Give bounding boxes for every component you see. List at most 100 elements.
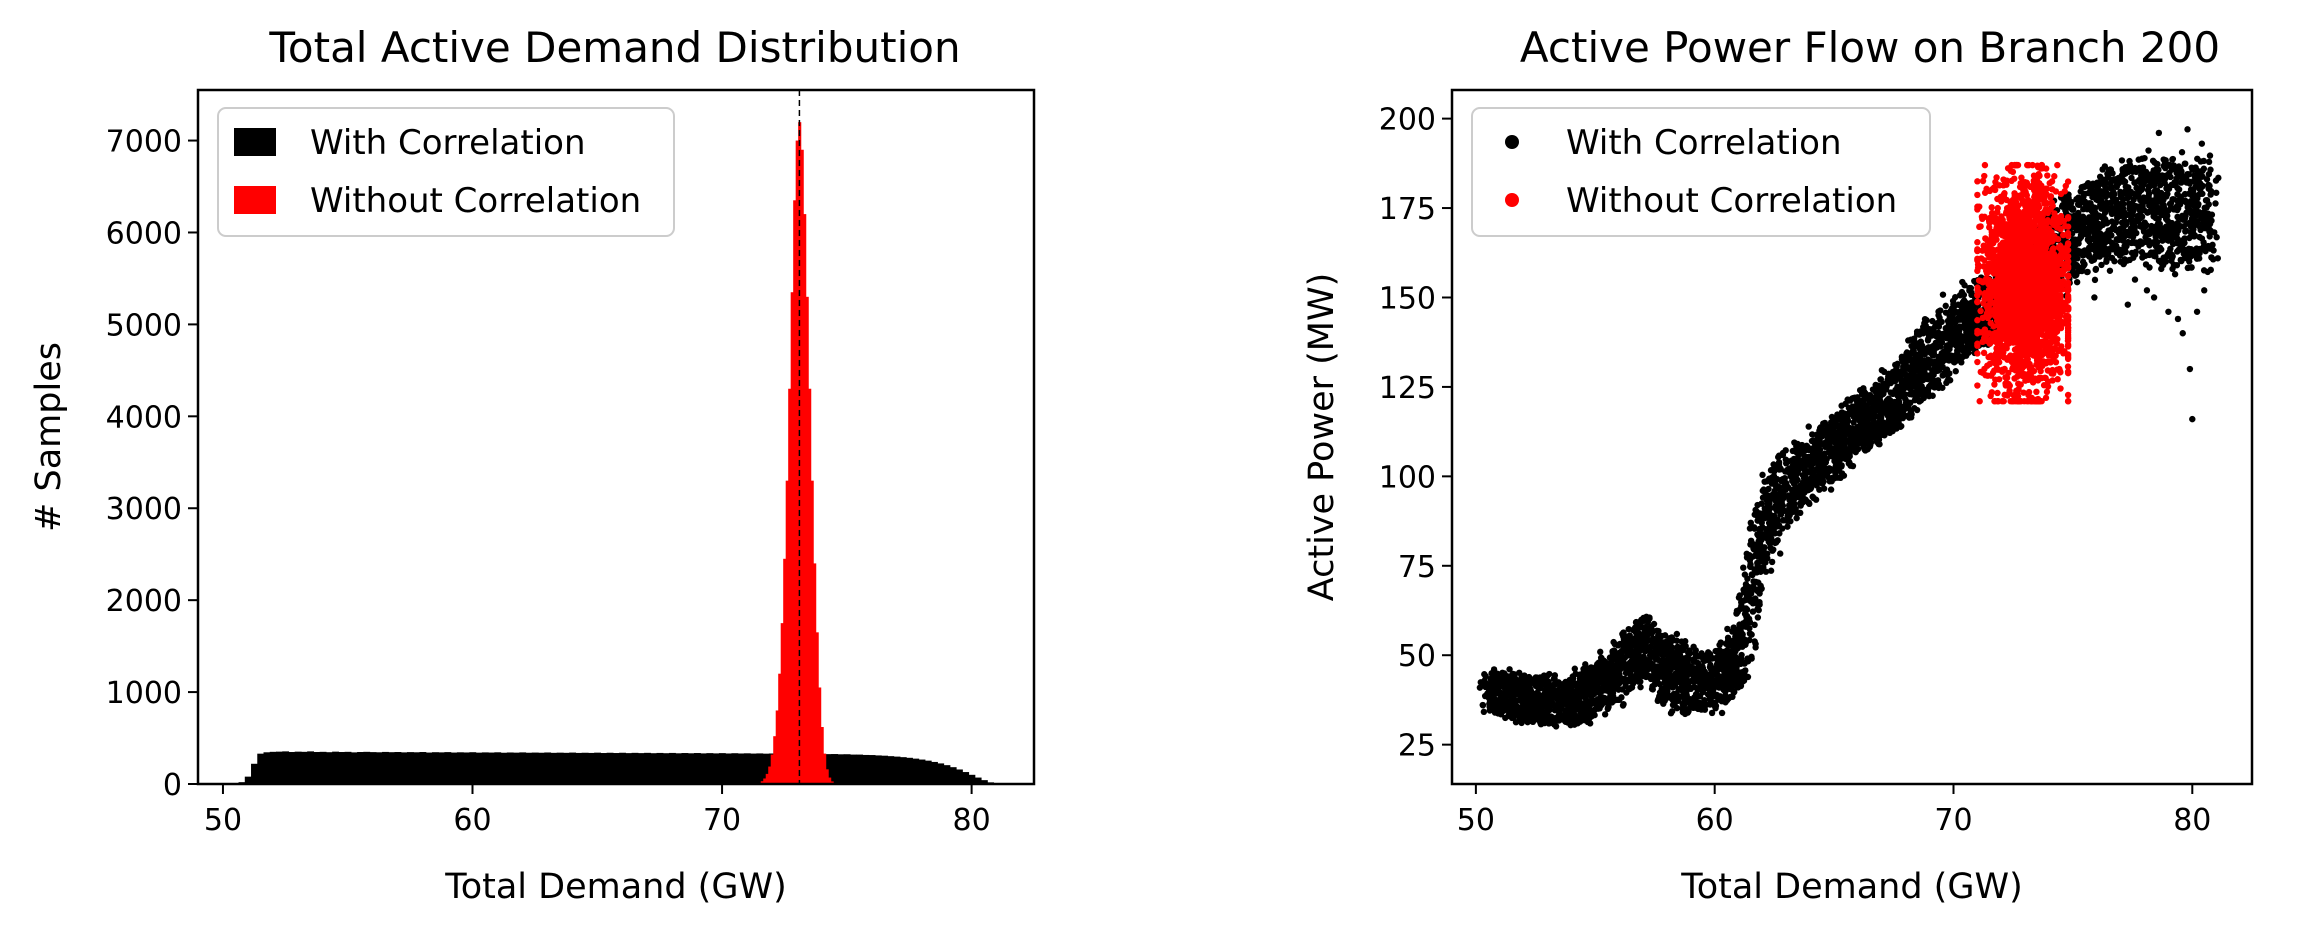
bar-with-correlation: [269, 751, 277, 784]
bar-with-correlation: [275, 751, 283, 784]
point-with-correlation: [1944, 377, 1951, 384]
point-with-correlation: [1926, 331, 1933, 338]
bar-with-correlation: [980, 780, 988, 784]
point-with-correlation: [1783, 482, 1791, 490]
bar-with-correlation: [525, 752, 533, 784]
point-with-correlation: [2212, 200, 2219, 207]
point-with-correlation: [1853, 407, 1861, 415]
point-with-correlation: [2144, 187, 2152, 194]
bar-with-correlation: [687, 753, 695, 784]
point-with-correlation: [1968, 291, 1975, 299]
point-with-correlation: [1759, 523, 1766, 531]
point-with-correlation: [2105, 237, 2113, 244]
bar-with-correlation: [382, 751, 389, 784]
point-with-correlation: [2161, 172, 2168, 180]
bar-with-correlation: [718, 753, 726, 784]
point-with-correlation: [2167, 173, 2174, 181]
bar-with-correlation: [949, 767, 957, 784]
point-with-correlation: [1647, 660, 1655, 667]
bar-without-correlation: [813, 563, 817, 784]
point-with-correlation: [1574, 720, 1581, 727]
bar-without-correlation: [815, 632, 819, 784]
point-with-correlation: [1920, 364, 1927, 371]
point-with-correlation: [1582, 661, 1589, 668]
legend-label-without-correlation: Without Correlation: [310, 181, 641, 221]
bar-with-correlation: [400, 752, 408, 784]
point-with-correlation: [2133, 168, 2140, 176]
x-tick-label: 80: [953, 803, 991, 838]
point-with-correlation: [2146, 264, 2153, 271]
point-with-correlation: [1737, 624, 1744, 631]
point-with-correlation: [2207, 191, 2214, 198]
x-tick-label: 60: [453, 803, 491, 838]
point-with-correlation: [1683, 665, 1690, 672]
point-with-correlation: [1907, 399, 1914, 407]
point-with-correlation: [1620, 700, 1627, 708]
bar-with-correlation: [868, 755, 876, 784]
bar-with-correlation: [263, 752, 271, 784]
point-with-correlation: [1908, 411, 1915, 418]
point-with-correlation: [2073, 278, 2081, 286]
point-with-correlation: [2205, 213, 2213, 221]
bar-without-correlation: [763, 778, 767, 784]
point-with-correlation: [1676, 651, 1684, 658]
point-with-correlation: [2092, 266, 2099, 273]
bar-with-correlation: [837, 754, 845, 784]
point-with-correlation: [1722, 699, 1729, 706]
point-with-correlation: [1485, 682, 1492, 689]
point-with-correlation: [1944, 317, 1952, 325]
bar-with-correlation: [531, 752, 539, 784]
point-with-correlation: [1722, 665, 1729, 673]
bar-with-correlation: [587, 752, 595, 784]
bar-with-correlation: [581, 752, 589, 784]
point-with-correlation: [1834, 474, 1842, 481]
point-with-correlation: [1846, 453, 1853, 460]
point-with-correlation: [2131, 223, 2138, 230]
point-with-correlation: [1777, 511, 1784, 518]
point-with-correlation: [1751, 621, 1758, 629]
bar-with-correlation: [288, 752, 296, 784]
point-with-correlation: [1730, 689, 1737, 696]
bar-with-correlation: [712, 753, 720, 784]
bar-with-correlation: [257, 753, 265, 784]
bar-with-correlation: [899, 757, 907, 784]
point-with-correlation: [2182, 228, 2189, 235]
point-with-correlation: [2177, 256, 2184, 264]
point-with-correlation: [1809, 431, 1816, 438]
point-with-correlation: [1712, 691, 1719, 699]
y-tick-label: 6000: [106, 216, 182, 251]
point-with-correlation: [1967, 284, 1975, 292]
point-with-correlation: [2170, 162, 2177, 169]
bar-with-correlation: [881, 755, 888, 784]
point-with-correlation: [2087, 235, 2094, 243]
point-with-correlation: [1545, 683, 1553, 690]
bar-with-correlation: [962, 772, 970, 784]
bar-with-correlation: [625, 753, 633, 784]
bar-with-correlation: [887, 756, 895, 784]
point-with-correlation: [1706, 695, 1714, 702]
bar-without-correlation: [820, 727, 824, 784]
point-with-correlation: [2120, 200, 2127, 208]
point-with-correlation: [2078, 267, 2086, 275]
point-with-correlation: [1921, 351, 1929, 358]
point-with-correlation: [1649, 686, 1656, 693]
bar-with-correlation: [906, 757, 913, 784]
point-with-correlation: [2105, 227, 2112, 234]
point-with-correlation: [2163, 212, 2171, 219]
point-with-correlation: [1690, 643, 1697, 651]
point-with-correlation: [1917, 387, 1924, 395]
point-with-correlation: [2132, 179, 2139, 186]
bar-with-correlation: [456, 752, 464, 784]
point-with-correlation: [2150, 167, 2157, 174]
point-with-correlation: [1745, 592, 1752, 599]
bar-with-correlation: [363, 751, 371, 784]
y-tick-label: 7000: [106, 125, 182, 160]
point-with-correlation: [1653, 644, 1660, 651]
bar-with-correlation: [843, 754, 851, 784]
legend-swatch-without-correlation: [234, 186, 276, 214]
point-with-correlation: [1784, 466, 1791, 474]
bar-without-correlation: [768, 766, 772, 784]
point-with-correlation: [1748, 571, 1755, 578]
bar-with-correlation: [693, 753, 701, 784]
point-with-correlation: [1718, 709, 1726, 717]
